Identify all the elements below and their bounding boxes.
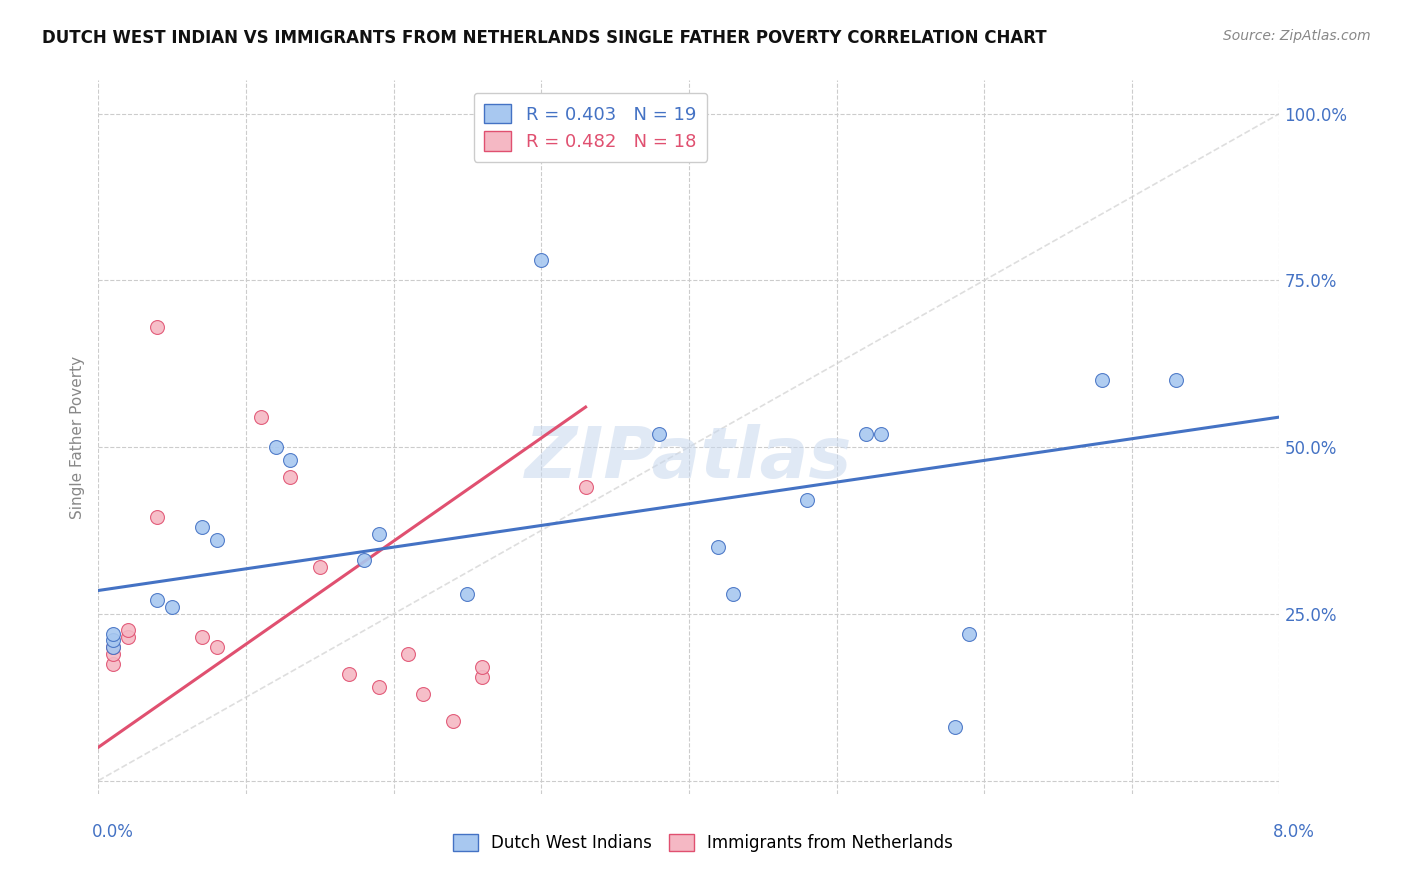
Point	[191, 520, 214, 534]
Point	[943, 720, 966, 734]
Point	[162, 600, 183, 615]
Point	[457, 587, 479, 601]
Point	[103, 647, 125, 661]
Point	[280, 470, 302, 484]
Point	[1166, 373, 1188, 387]
Point	[648, 426, 671, 441]
Point	[501, 106, 523, 120]
Text: 8.0%: 8.0%	[1272, 823, 1315, 841]
Point	[280, 453, 302, 467]
Point	[516, 106, 538, 120]
Point	[723, 587, 745, 601]
Point	[146, 320, 169, 334]
Point	[441, 714, 464, 728]
Point	[796, 493, 818, 508]
Point	[855, 426, 877, 441]
Point	[205, 640, 228, 655]
Legend: R = 0.403   N = 19, R = 0.482   N = 18: R = 0.403 N = 19, R = 0.482 N = 18	[474, 93, 707, 161]
Point	[1091, 373, 1114, 387]
Point	[870, 426, 893, 441]
Point	[103, 657, 125, 671]
Point	[146, 593, 169, 607]
Point	[117, 630, 139, 644]
Point	[575, 480, 598, 494]
Point	[959, 627, 981, 641]
Point	[117, 624, 139, 638]
Point	[103, 640, 125, 655]
Point	[353, 553, 375, 567]
Point	[530, 253, 553, 268]
Point	[471, 670, 494, 684]
Point	[103, 640, 125, 655]
Point	[368, 680, 391, 694]
Point	[103, 627, 125, 641]
Y-axis label: Single Father Poverty: Single Father Poverty	[70, 356, 86, 518]
Point	[368, 526, 391, 541]
Point	[250, 410, 273, 425]
Point	[412, 687, 434, 701]
Point	[146, 510, 169, 524]
Point	[471, 660, 494, 674]
Text: DUTCH WEST INDIAN VS IMMIGRANTS FROM NETHERLANDS SINGLE FATHER POVERTY CORRELATI: DUTCH WEST INDIAN VS IMMIGRANTS FROM NET…	[42, 29, 1047, 46]
Text: ZIPatlas: ZIPatlas	[526, 424, 852, 493]
Legend: Dutch West Indians, Immigrants from Netherlands: Dutch West Indians, Immigrants from Neth…	[446, 827, 960, 859]
Point	[707, 540, 730, 554]
Point	[339, 666, 361, 681]
Point	[264, 440, 287, 454]
Text: 0.0%: 0.0%	[91, 823, 134, 841]
Point	[205, 533, 228, 548]
Point	[398, 647, 420, 661]
Point	[191, 630, 214, 644]
Point	[103, 633, 125, 648]
Text: Source: ZipAtlas.com: Source: ZipAtlas.com	[1223, 29, 1371, 43]
Point	[309, 560, 332, 574]
